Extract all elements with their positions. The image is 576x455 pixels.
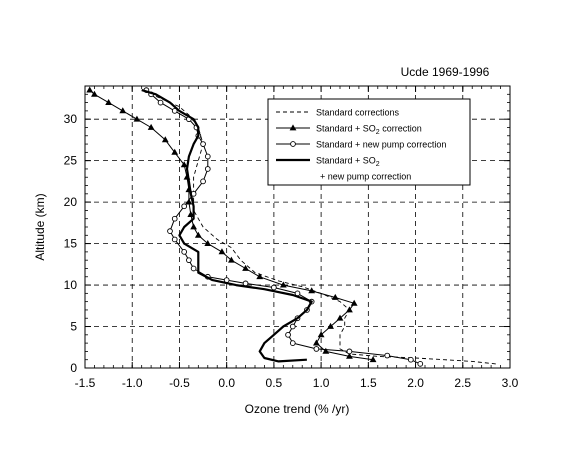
data-point	[186, 257, 192, 264]
legend: Standard corrections Standard + SO2 corre…	[267, 98, 471, 186]
y-axis-label: Altitude (km)	[33, 193, 47, 260]
x-tick-label: 0.0	[218, 376, 235, 390]
data-point	[407, 356, 414, 363]
data-point	[350, 299, 358, 306]
data-point	[157, 99, 164, 106]
data-point	[322, 347, 330, 354]
data-point	[171, 148, 179, 155]
data-point	[279, 281, 287, 288]
legend-entry-label: Standard + SO2	[316, 156, 380, 169]
data-point	[289, 340, 296, 346]
legend-entry-label: Standard corrections	[316, 108, 400, 118]
series-line	[141, 89, 313, 363]
data-point	[171, 236, 178, 243]
y-tick-label: 15	[64, 237, 78, 251]
data-point	[227, 256, 235, 263]
data-point	[200, 178, 206, 185]
data-point	[91, 90, 98, 97]
y-tick-label: 25	[64, 154, 78, 168]
x-tick-label: 3.0	[502, 376, 519, 390]
data-point	[119, 107, 127, 114]
data-point	[190, 223, 198, 230]
legend-entry-label: Standard + SO2 correction	[316, 124, 422, 137]
data-point	[204, 153, 211, 160]
data-point	[285, 331, 291, 338]
data-point	[204, 239, 212, 246]
y-tick-label: 0	[70, 361, 77, 375]
legend-extra-line: + new pump correction	[320, 172, 411, 182]
y-tick-label: 20	[64, 195, 78, 209]
data-point	[180, 161, 188, 168]
y-tick-label: 5	[70, 320, 77, 334]
data-point	[242, 280, 249, 287]
data-point	[218, 248, 226, 255]
data-point	[204, 166, 211, 172]
x-axis-label: Ozone trend (% /yr)	[245, 402, 350, 416]
data-point	[346, 348, 353, 355]
data-point	[336, 314, 344, 321]
axis-ticks: -1.5 -1.0 -0.5 0.0 0.5 1.0 1.5 2.0 2.5 3.0 0 5 10 15 2…	[64, 85, 519, 390]
data-point	[308, 287, 316, 294]
data-point	[161, 136, 169, 143]
x-tick-label: 1.0	[313, 376, 330, 390]
x-tick-label: 2.0	[407, 376, 424, 390]
data-point	[105, 98, 113, 105]
data-point	[200, 141, 206, 147]
data-point	[317, 331, 325, 338]
data-point	[194, 231, 202, 238]
data-point	[256, 273, 264, 280]
data-point	[167, 228, 173, 234]
series-group	[141, 89, 313, 363]
legend-entry-label: Standard + new pump correction	[316, 140, 446, 150]
data-point	[312, 339, 320, 346]
data-point	[417, 361, 424, 367]
data-point	[369, 356, 377, 363]
data-point	[346, 352, 353, 359]
y-tick-label: 30	[64, 112, 78, 126]
series-layer	[86, 86, 496, 367]
series-group	[86, 86, 377, 363]
data-point	[242, 264, 249, 271]
data-point	[147, 123, 155, 130]
legend-marker	[290, 141, 296, 147]
data-point	[171, 215, 178, 222]
y-tick-label: 10	[64, 278, 78, 292]
data-point	[331, 293, 339, 300]
data-point	[181, 249, 188, 255]
data-point	[271, 284, 277, 291]
data-point	[86, 86, 94, 93]
data-point	[346, 306, 353, 313]
data-point	[187, 210, 195, 217]
chart-title: Ucde 1969-1996	[401, 65, 490, 79]
data-point	[190, 265, 197, 272]
x-tick-label: 0.5	[266, 376, 283, 390]
x-tick-label: -1.0	[122, 376, 143, 390]
x-tick-label: -0.5	[169, 376, 190, 390]
data-point	[133, 115, 141, 122]
series-group	[143, 87, 424, 367]
legend-box	[267, 98, 471, 186]
data-point	[181, 203, 188, 210]
data-point	[313, 346, 320, 352]
data-point	[384, 352, 391, 359]
data-point	[289, 323, 296, 330]
legend-marker	[289, 124, 297, 131]
x-tick-label: 1.5	[360, 376, 377, 390]
data-point	[171, 108, 178, 114]
x-tick-label: 2.5	[454, 376, 471, 390]
data-point	[327, 322, 334, 329]
x-tick-label: -1.5	[75, 376, 96, 390]
